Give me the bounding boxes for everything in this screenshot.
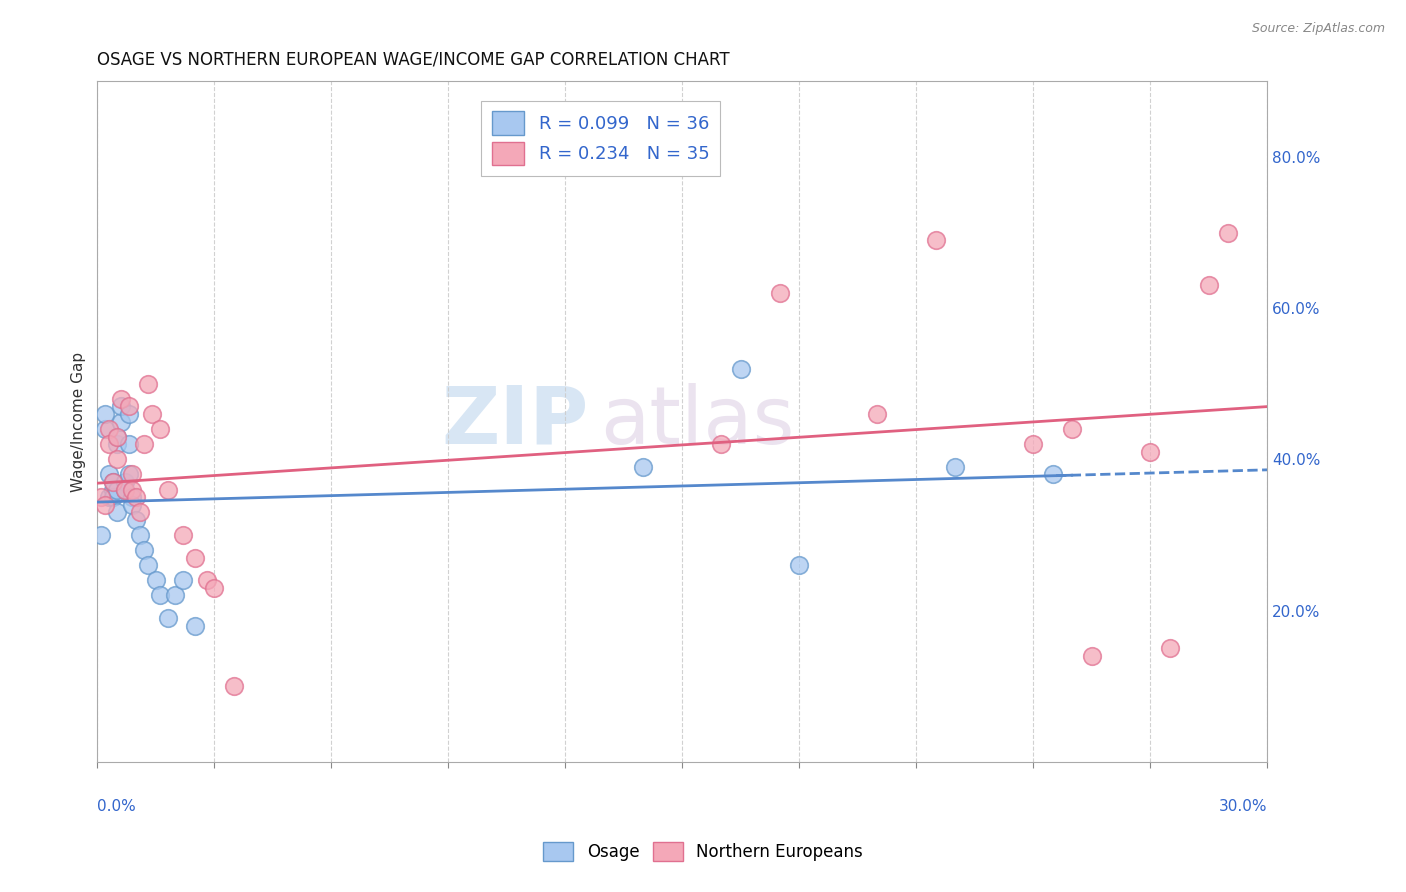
Point — [101, 483, 124, 497]
Text: 30.0%: 30.0% — [1219, 799, 1267, 814]
Point — [145, 574, 167, 588]
Point — [98, 422, 121, 436]
Point — [110, 400, 132, 414]
Point — [117, 437, 139, 451]
Point — [98, 467, 121, 482]
Text: 0.0%: 0.0% — [97, 799, 136, 814]
Point — [156, 611, 179, 625]
Point — [101, 475, 124, 489]
Point — [129, 505, 152, 519]
Point — [1218, 226, 1240, 240]
Point — [105, 430, 128, 444]
Point — [195, 574, 218, 588]
Point — [105, 437, 128, 451]
Point — [1062, 422, 1084, 436]
Point — [90, 490, 112, 504]
Text: OSAGE VS NORTHERN EUROPEAN WAGE/INCOME GAP CORRELATION CHART: OSAGE VS NORTHERN EUROPEAN WAGE/INCOME G… — [97, 51, 730, 69]
Point — [1198, 278, 1220, 293]
Point — [114, 483, 136, 497]
Point — [925, 233, 948, 247]
Point — [134, 437, 156, 451]
Point — [121, 483, 143, 497]
Point — [117, 407, 139, 421]
Text: atlas: atlas — [600, 383, 794, 460]
Point — [125, 490, 148, 504]
Point — [134, 543, 156, 558]
Point — [98, 437, 121, 451]
Point — [101, 475, 124, 489]
Point — [98, 490, 121, 504]
Legend: Osage, Northern Europeans: Osage, Northern Europeans — [537, 835, 869, 868]
Point — [129, 528, 152, 542]
Point — [149, 589, 172, 603]
Point — [149, 422, 172, 436]
Point — [202, 581, 225, 595]
Point — [730, 361, 752, 376]
Point — [172, 574, 194, 588]
Point — [1081, 648, 1104, 663]
Point — [105, 452, 128, 467]
Point — [769, 286, 792, 301]
Point — [141, 407, 163, 421]
Y-axis label: Wage/Income Gap: Wage/Income Gap — [72, 351, 86, 491]
Point — [105, 483, 128, 497]
Point — [943, 459, 966, 474]
Point — [105, 430, 128, 444]
Point — [1159, 641, 1181, 656]
Point — [121, 498, 143, 512]
Point — [110, 392, 132, 406]
Point — [125, 513, 148, 527]
Point — [114, 475, 136, 489]
Point — [136, 376, 159, 391]
Point — [222, 679, 245, 693]
Point — [110, 415, 132, 429]
Point — [633, 459, 655, 474]
Point — [710, 437, 733, 451]
Point — [1042, 467, 1064, 482]
Point — [117, 467, 139, 482]
Point — [121, 467, 143, 482]
Point — [172, 528, 194, 542]
Point — [1022, 437, 1045, 451]
Point — [101, 490, 124, 504]
Point — [165, 589, 187, 603]
Point — [94, 422, 117, 436]
Point — [156, 483, 179, 497]
Point — [94, 498, 117, 512]
Legend: R = 0.099   N = 36, R = 0.234   N = 35: R = 0.099 N = 36, R = 0.234 N = 35 — [481, 101, 720, 176]
Point — [105, 505, 128, 519]
Point — [1139, 445, 1161, 459]
Point — [90, 528, 112, 542]
Text: ZIP: ZIP — [441, 383, 589, 460]
Point — [184, 618, 207, 632]
Text: Source: ZipAtlas.com: Source: ZipAtlas.com — [1251, 22, 1385, 36]
Point — [136, 558, 159, 573]
Point — [789, 558, 811, 573]
Point — [117, 400, 139, 414]
Point — [114, 483, 136, 497]
Point — [184, 550, 207, 565]
Point — [121, 490, 143, 504]
Point — [866, 407, 889, 421]
Point — [94, 407, 117, 421]
